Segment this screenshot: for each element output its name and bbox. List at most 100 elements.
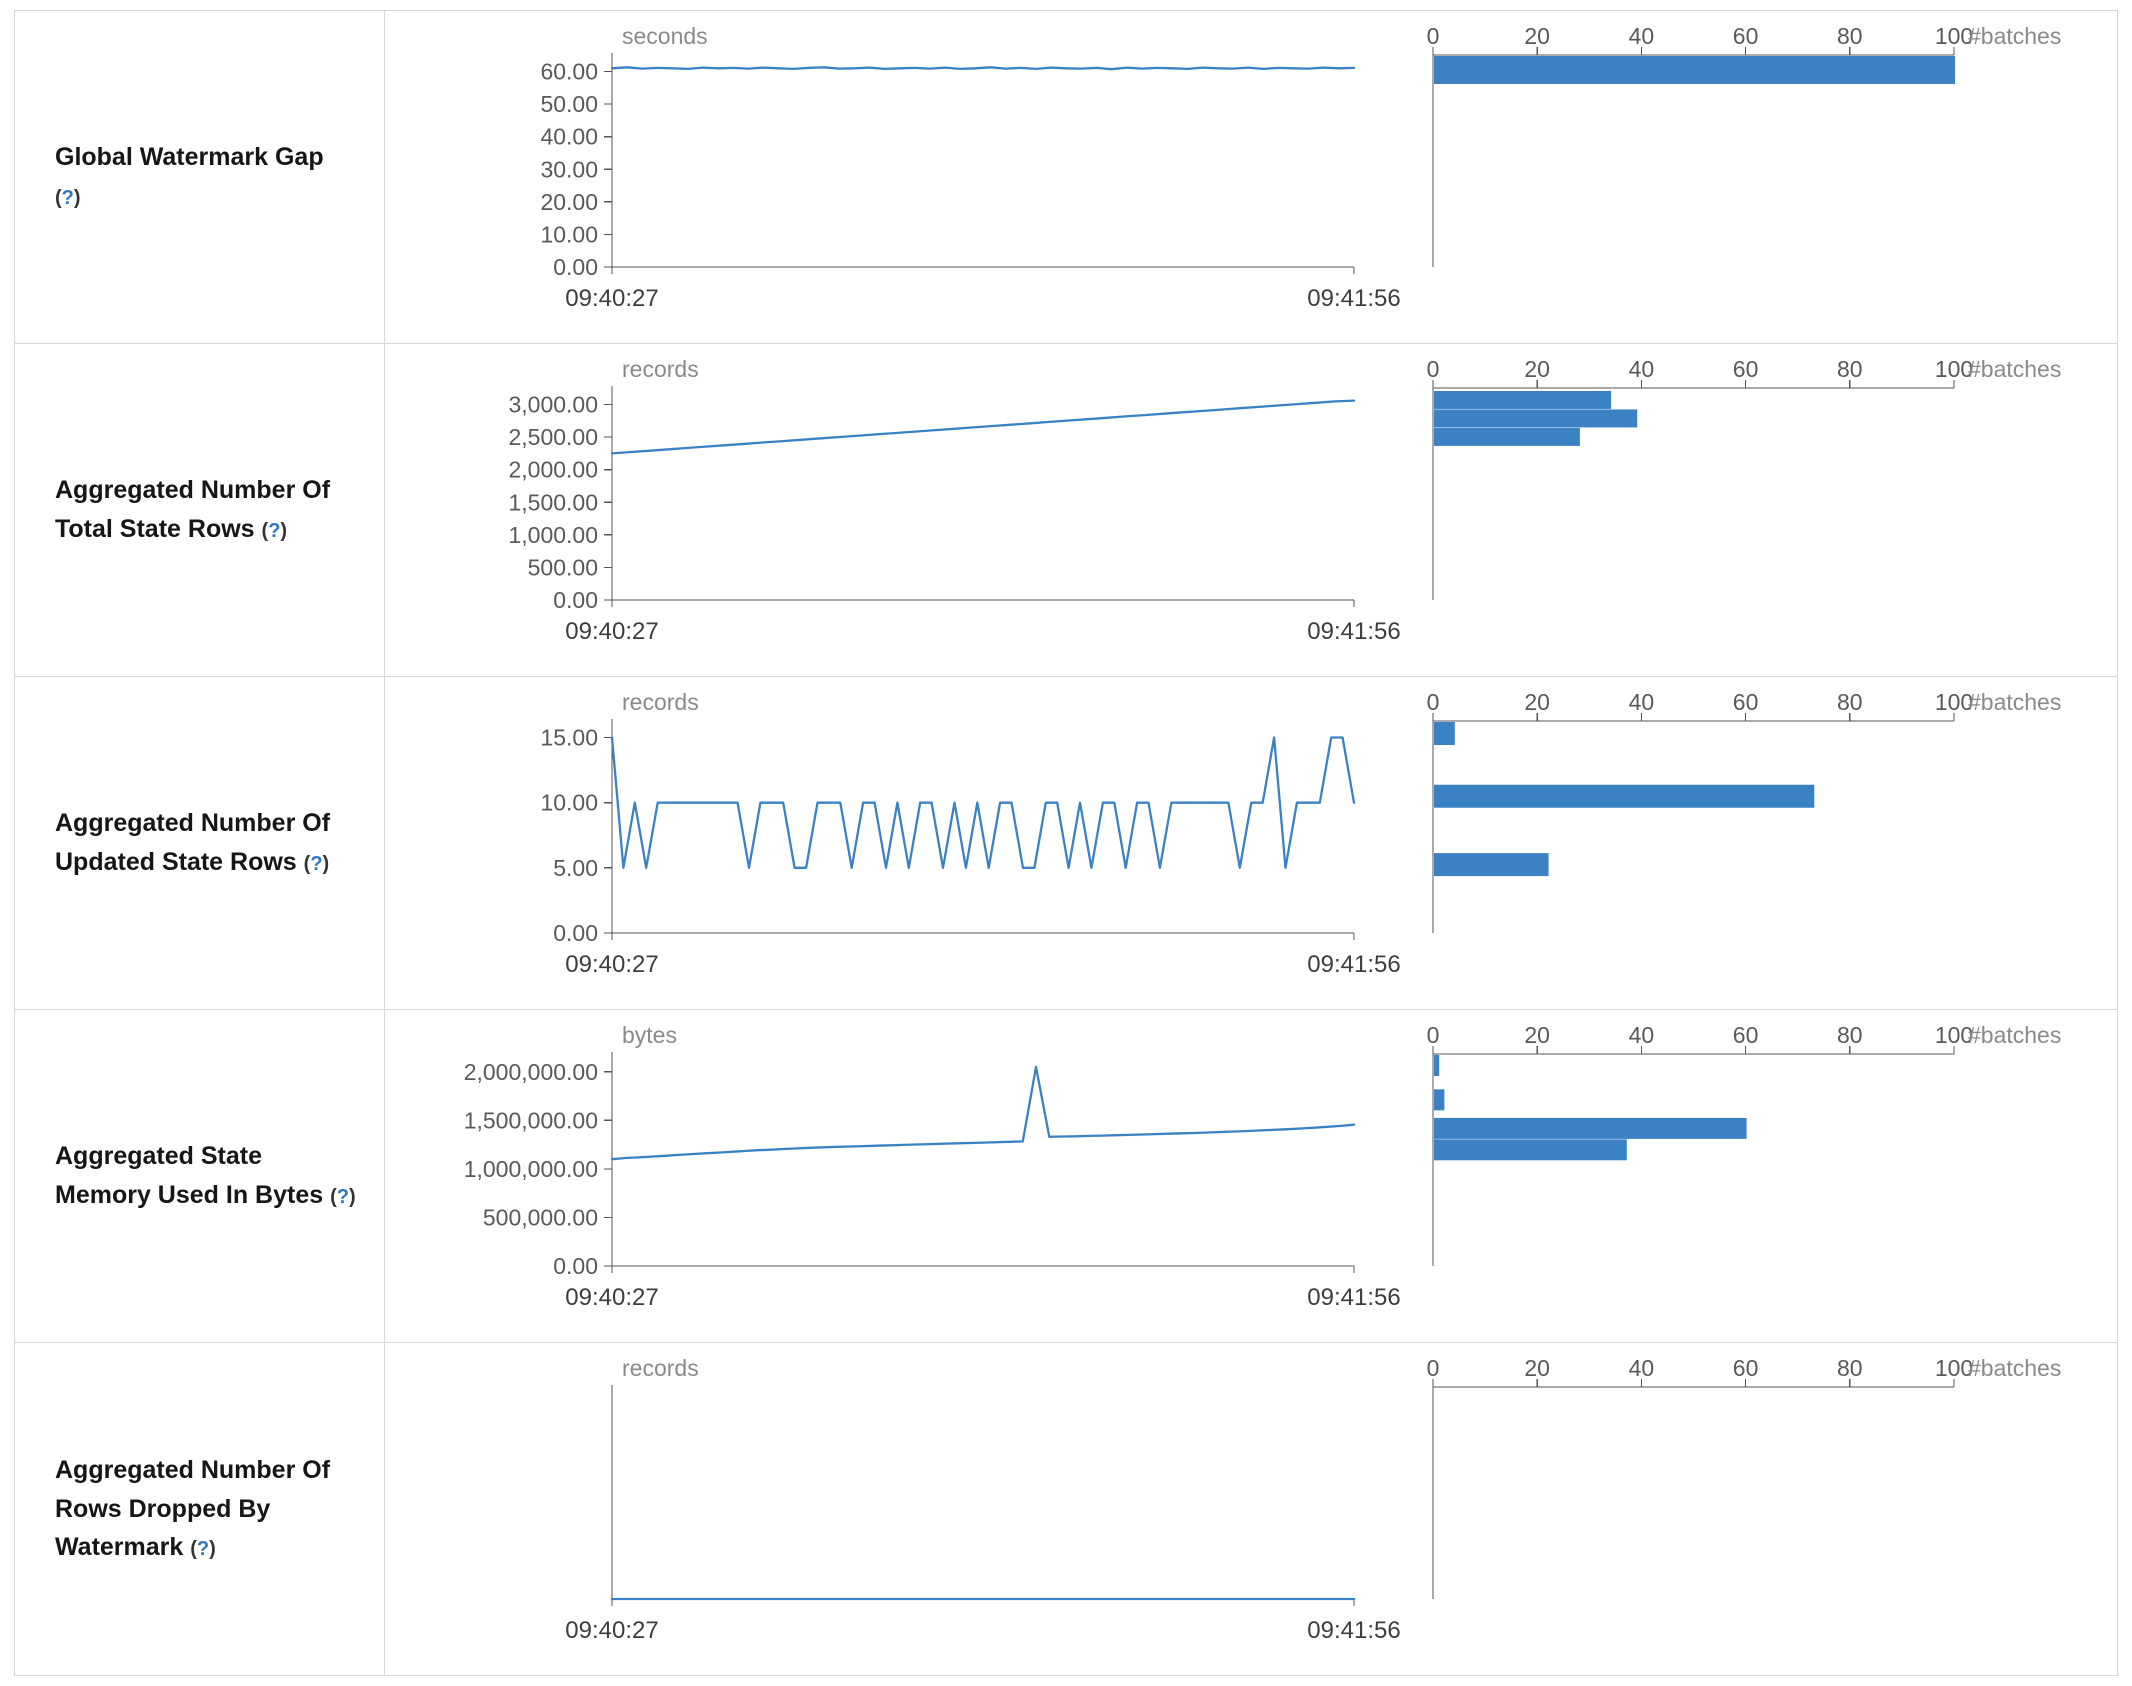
svg-text:500,000.00: 500,000.00 [483,1204,598,1230]
svg-text:60: 60 [1733,356,1759,382]
metric-name: Aggregated State Memory Used In Bytes [55,1142,324,1209]
metric-row-global-watermark-gap: Global Watermark Gap (?) seconds 60.00 50.… [15,11,2117,344]
svg-text:80: 80 [1837,1355,1863,1381]
svg-text:0: 0 [1427,1355,1440,1381]
question-mark-icon[interactable]: ? [336,1186,349,1208]
metric-label: Global Watermark Gap (?) [55,138,356,216]
histogram-chart: 0 20 40 60 80 100 #batches [1420,1010,2117,1342]
metric-label-cell: Aggregated Number Of Rows Dropped By Wat… [15,1343,385,1675]
timeline-chart: seconds 60.00 50.00 40.00 30.00 20.00 10.00 0.0… [385,11,1420,343]
svg-text:100: 100 [1935,689,1973,715]
metric-name: Aggregated Number Of Updated State Rows [55,809,331,876]
metric-label: Aggregated State Memory Used In Bytes (?… [55,1137,356,1215]
svg-text:1,500.00: 1,500.00 [508,489,598,515]
help-link[interactable]: (?) [330,1186,356,1208]
metric-label: Aggregated Number Of Total State Rows (?… [55,471,356,549]
svg-text:0.00: 0.00 [553,920,598,946]
svg-text:40.00: 40.00 [540,124,598,150]
svg-text:#batches: #batches [1968,1022,2061,1048]
svg-text:40: 40 [1629,1022,1655,1048]
question-mark-icon[interactable]: ? [268,520,281,542]
svg-text:80: 80 [1837,23,1863,49]
svg-text:100: 100 [1935,356,1973,382]
metric-name: Global Watermark Gap [55,143,324,172]
histogram-svg: 0 20 40 60 80 100#batches [1427,356,2061,600]
svg-text:2,000.00: 2,000.00 [508,457,598,483]
svg-text:10.00: 10.00 [540,221,598,247]
histogram-svg: 0 20 40 60 80 100#batches [1427,1355,2061,1599]
svg-text:60.00: 60.00 [540,59,598,85]
svg-text:09:40:27: 09:40:27 [565,285,658,312]
svg-text:60: 60 [1733,1355,1759,1381]
svg-text:records: records [622,356,699,382]
timeline-chart: records 3,000.00 2,500.00 2,000.00 1,500.00 1… [385,344,1420,676]
svg-text:0: 0 [1427,23,1440,49]
timeline-chart: records 15.00 10.00 5.00 0.00 09:40:27 09:41:5… [385,677,1420,1009]
svg-text:0.00: 0.00 [553,254,598,280]
svg-text:20: 20 [1524,1355,1550,1381]
svg-text:60: 60 [1733,689,1759,715]
svg-text:10.00: 10.00 [540,790,598,816]
histogram-chart: 0 20 40 60 80 100 #batches [1420,1343,2117,1675]
svg-text:20: 20 [1524,356,1550,382]
timeline-svg: records 09:40:27 09:41:56 [565,1355,1400,1644]
svg-text:0: 0 [1427,689,1440,715]
histogram-chart: 0 20 40 60 80 100 #batches [1420,344,2117,676]
svg-text:09:40:27: 09:40:27 [565,1617,658,1644]
svg-text:1,000,000.00: 1,000,000.00 [464,1156,598,1182]
svg-text:09:40:27: 09:40:27 [565,1284,658,1311]
metric-label-cell: Global Watermark Gap (?) [15,11,385,343]
svg-text:60: 60 [1733,1022,1759,1048]
svg-text:1,500,000.00: 1,500,000.00 [464,1107,598,1133]
histogram-svg: 0 20 40 60 80 100#batches [1427,1022,2061,1266]
metric-label: Aggregated Number Of Updated State Rows … [55,804,356,882]
svg-text:09:40:27: 09:40:27 [565,618,658,645]
svg-text:seconds: seconds [622,23,708,49]
svg-text:#batches: #batches [1968,1355,2061,1381]
timeline-svg: seconds 60.00 50.00 40.00 30.00 20.00 10.00 0.0… [540,23,1400,312]
help-link[interactable]: (?) [261,520,288,542]
metric-name: Aggregated Number Of Rows Dropped By Wat… [55,1455,331,1562]
svg-text:bytes: bytes [622,1022,677,1048]
svg-text:40: 40 [1629,1355,1655,1381]
help-link[interactable]: (?) [190,1538,216,1561]
svg-text:80: 80 [1837,1022,1863,1048]
svg-text:15.00: 15.00 [540,725,598,751]
svg-text:80: 80 [1837,689,1863,715]
svg-text:2,500.00: 2,500.00 [508,424,598,450]
timeline-svg: records 3,000.00 2,500.00 2,000.00 1,500.00 1… [508,356,1400,645]
metric-row-total-state-rows: Aggregated Number Of Total State Rows (?… [15,344,2117,677]
svg-text:30.00: 30.00 [540,156,598,182]
svg-text:100: 100 [1935,23,1973,49]
svg-text:09:41:56: 09:41:56 [1307,285,1400,312]
question-mark-icon[interactable]: ? [310,853,323,875]
svg-text:09:41:56: 09:41:56 [1307,1617,1400,1644]
metrics-table: Global Watermark Gap (?) seconds 60.00 50.… [14,10,2118,1676]
svg-text:09:41:56: 09:41:56 [1307,618,1400,645]
svg-text:0.00: 0.00 [553,1253,598,1279]
histogram-chart: 0 20 40 60 80 100 #batches [1420,677,2117,1009]
svg-text:60: 60 [1733,23,1759,49]
svg-text:09:41:56: 09:41:56 [1307,1284,1400,1311]
timeline-svg: records 15.00 10.00 5.00 0.00 09:40:27 09:41:5… [540,689,1400,978]
svg-text:20: 20 [1524,1022,1550,1048]
metric-label-cell: Aggregated Number Of Updated State Rows … [15,677,385,1009]
metric-row-rows-dropped-by-watermark: Aggregated Number Of Rows Dropped By Wat… [15,1343,2117,1675]
question-mark-icon[interactable]: ? [196,1538,210,1561]
svg-text:40: 40 [1629,689,1655,715]
svg-text:100: 100 [1935,1355,1973,1381]
timeline-svg: bytes 2,000,000.00 1,500,000.00 1,000,000.0… [464,1022,1401,1311]
question-mark-icon[interactable]: ? [61,187,74,209]
help-link[interactable]: (?) [55,187,81,209]
svg-text:20: 20 [1524,689,1550,715]
histogram-svg: 0 20 40 60 80 100#batches [1427,689,2061,933]
svg-text:40: 40 [1629,356,1655,382]
svg-text:5.00: 5.00 [553,855,598,881]
svg-text:80: 80 [1837,356,1863,382]
svg-text:records: records [622,689,699,715]
help-link[interactable]: (?) [303,853,330,875]
svg-text:0.00: 0.00 [553,587,598,613]
metric-name: Aggregated Number Of Total State Rows [55,476,331,543]
metric-label-cell: Aggregated State Memory Used In Bytes (?… [15,1010,385,1342]
svg-text:20.00: 20.00 [540,189,598,215]
